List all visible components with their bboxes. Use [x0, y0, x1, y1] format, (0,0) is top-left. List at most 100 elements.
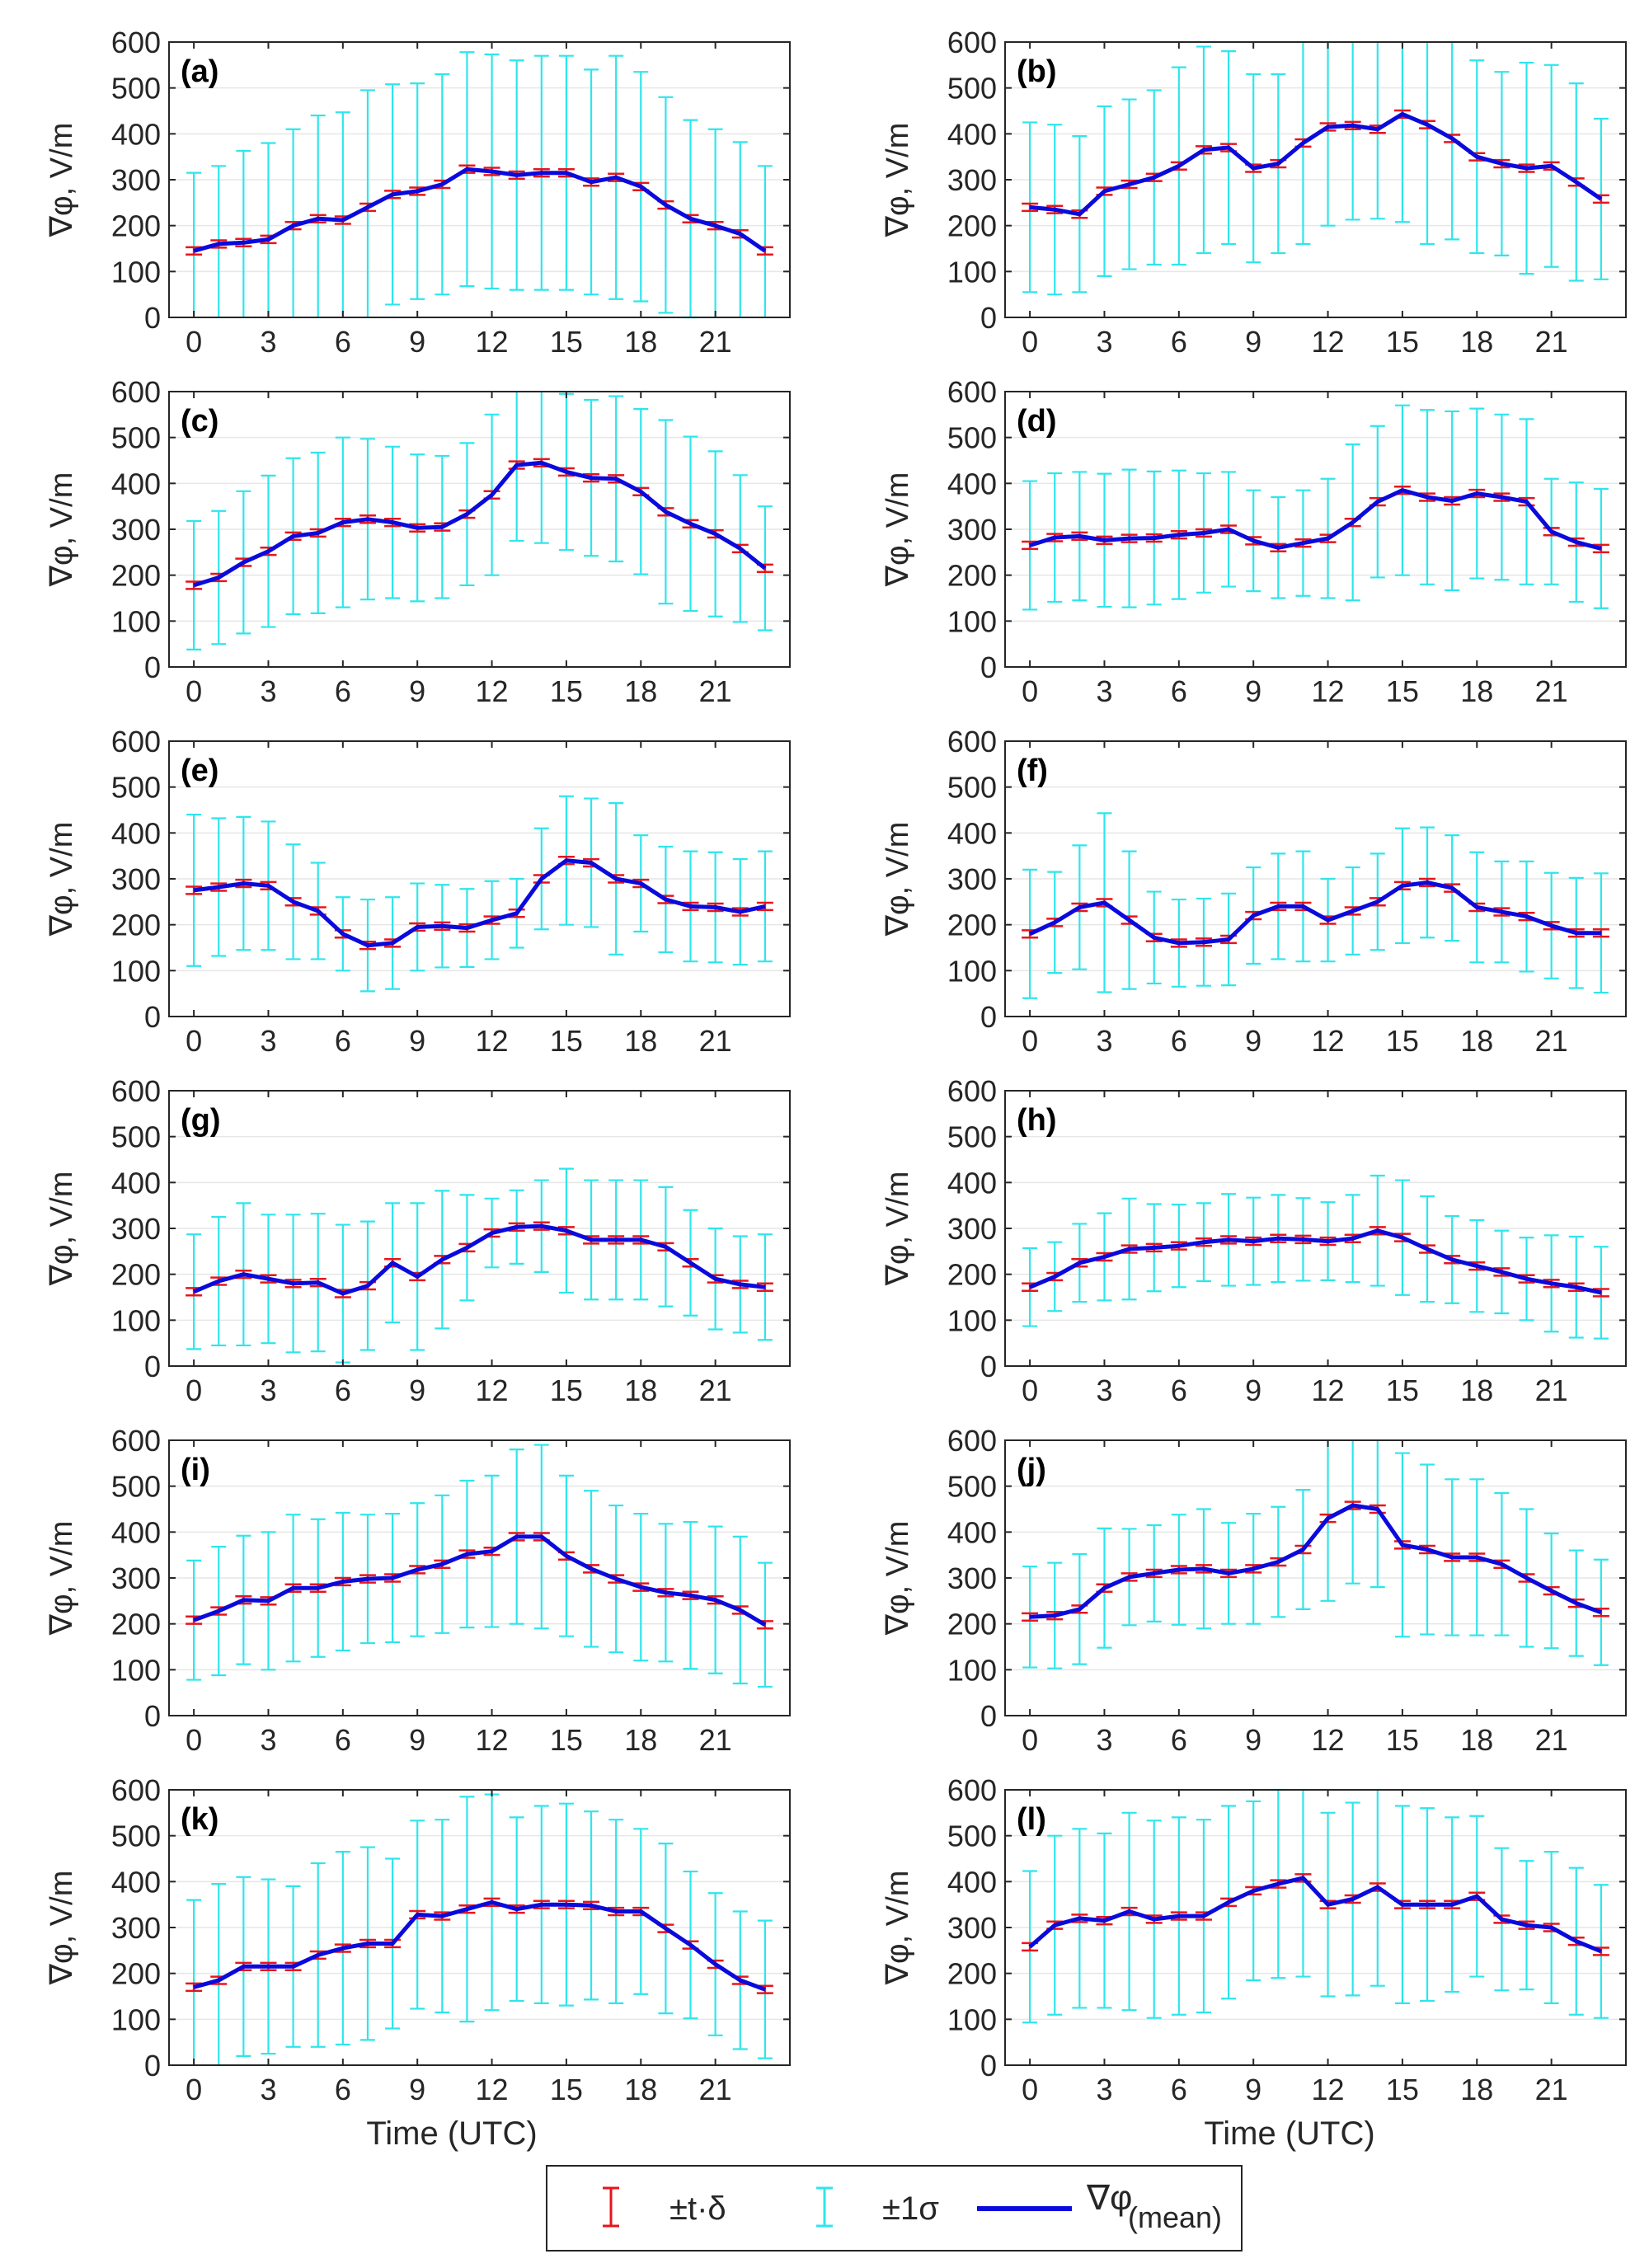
y-tick-label: 200	[111, 1957, 161, 1991]
y-tick-label: 100	[111, 954, 161, 988]
x-tick-label: 12	[476, 1723, 509, 1757]
legend-mean-sub: (mean)	[1128, 2200, 1222, 2234]
x-tick-label: 9	[409, 1723, 425, 1757]
x-tick-label: 6	[1171, 1024, 1187, 1058]
mean-line	[1029, 1503, 1602, 1619]
x-tick-label: 3	[1096, 674, 1112, 708]
sd-errorbar	[1345, 1440, 1360, 1585]
y-axis-label: ∇φ, V/m	[45, 1172, 79, 1287]
x-tick-label: 0	[186, 674, 202, 708]
mean-line	[193, 167, 767, 253]
y-tick-label: 300	[947, 1561, 997, 1595]
mean-line	[1029, 111, 1603, 217]
x-tick-label: 18	[624, 674, 657, 708]
y-tick-label: 100	[111, 1653, 161, 1687]
x-tick-label: 12	[476, 1373, 509, 1407]
x-tick-label: 0	[1022, 674, 1038, 708]
x-tick-label: 18	[1460, 2073, 1493, 2106]
x-tick-label: 3	[260, 1373, 276, 1407]
x-tick-label: 21	[699, 1373, 732, 1407]
x-tick-label: 12	[476, 2073, 509, 2106]
x-tick-label: 15	[1386, 2073, 1419, 2106]
x-tick-label: 18	[624, 2073, 657, 2106]
x-tick-label: 15	[550, 1024, 583, 1058]
y-tick-label: 600	[947, 375, 997, 409]
panel-2: 0 3 6 9 12 15 18 21 0 100 200 300 400 500 600 ∇φ, V/m (c…	[45, 375, 791, 708]
y-tick-label: 200	[111, 1258, 161, 1292]
panel-3: 0 3 6 9 12 15 18 21 0 100 200 300 400 500 600 ∇φ, V/m (d…	[881, 375, 1627, 708]
sd-errorbar	[1295, 1790, 1311, 1978]
y-axis-label: ∇φ, V/m	[881, 1521, 915, 1636]
x-tick-label: 12	[1312, 325, 1345, 359]
x-tick-label: 0	[186, 325, 202, 359]
x-tick-label: 9	[1245, 1373, 1261, 1407]
panel-title: (c)	[181, 404, 218, 439]
y-tick-label: 400	[947, 1166, 997, 1200]
panel-title: (h)	[1017, 1103, 1057, 1138]
x-tick-label: 12	[1312, 2073, 1345, 2106]
y-tick-label: 600	[111, 375, 161, 409]
x-tick-label: 6	[335, 325, 351, 359]
x-tick-label: 21	[1535, 1373, 1568, 1407]
x-tick-label: 15	[1386, 1373, 1419, 1407]
y-tick-label: 300	[947, 513, 997, 547]
x-tick-label: 0	[186, 2073, 202, 2106]
legend-ci-label: ±t·δ	[669, 2191, 726, 2227]
y-tick-label: 200	[947, 1957, 997, 1991]
y-tick-label: 0	[980, 650, 997, 684]
y-tick-label: 500	[111, 771, 161, 805]
y-tick-label: 100	[947, 604, 997, 638]
x-tick-label: 21	[699, 674, 732, 708]
sd-errorbar	[1320, 42, 1336, 227]
y-axis-label: ∇φ, V/m	[45, 822, 79, 937]
x-tick-label: 6	[335, 1723, 351, 1757]
panel-title: (d)	[1017, 404, 1057, 439]
panel-title: (l)	[1017, 1802, 1046, 1837]
y-tick-label: 400	[947, 1515, 997, 1549]
y-tick-label: 0	[144, 1000, 161, 1034]
panel-7: 0 3 6 9 12 15 18 21 0 100 200 300 400 500 600 ∇φ, V/m (h…	[881, 1074, 1627, 1407]
sd-errorbar	[186, 171, 202, 317]
x-tick-label: 18	[624, 1373, 657, 1407]
x-tick-label: 18	[624, 1024, 657, 1058]
y-tick-label: 600	[947, 1773, 997, 1807]
y-tick-label: 500	[947, 1470, 997, 1504]
y-tick-label: 500	[111, 1820, 161, 1853]
x-tick-label: 0	[1022, 1373, 1038, 1407]
y-tick-label: 500	[111, 72, 161, 106]
x-tick-label: 9	[1245, 1723, 1261, 1757]
x-tick-label: 6	[335, 2073, 351, 2106]
y-tick-label: 300	[111, 1911, 161, 1945]
panel-title: (b)	[1017, 54, 1057, 89]
x-tick-label: 9	[1245, 2073, 1261, 2106]
y-axis-label: ∇φ, V/m	[881, 123, 915, 238]
x-tick-label: 21	[1535, 1024, 1568, 1058]
panel-title: (f)	[1017, 754, 1048, 788]
y-tick-label: 0	[980, 2049, 997, 2083]
x-tick-label: 12	[476, 325, 509, 359]
y-tick-label: 200	[111, 909, 161, 942]
x-tick-label: 6	[1171, 1723, 1187, 1757]
x-tick-label: 21	[1535, 325, 1568, 359]
panel-6: 0 3 6 9 12 15 18 21 0 100 200 300 400 500 600 ∇φ, V/m (g…	[45, 1074, 791, 1407]
x-tick-label: 3	[260, 1024, 276, 1058]
legend-sd-marker	[816, 2186, 833, 2228]
y-tick-label: 100	[947, 954, 997, 988]
mean-line	[1029, 880, 1601, 946]
y-tick-label: 200	[111, 1608, 161, 1641]
x-tick-label: 3	[1096, 325, 1112, 359]
x-tick-label: 18	[1460, 674, 1493, 708]
sd-errorbar	[1394, 42, 1410, 223]
x-tick-label: 0	[186, 1723, 202, 1757]
x-tick-label: 6	[1171, 1373, 1187, 1407]
x-tick-label: 21	[1535, 2073, 1568, 2106]
x-tick-label: 21	[1535, 1723, 1568, 1757]
y-tick-label: 100	[111, 255, 161, 289]
mean-line	[193, 858, 766, 948]
panel-5: 0 3 6 9 12 15 18 21 0 100 200 300 400 500 600 ∇φ, V/m (f…	[881, 725, 1627, 1058]
legend-mean-label: ∇φ	[1086, 2178, 1132, 2217]
x-tick-label: 15	[550, 1723, 583, 1757]
x-tick-label: 21	[699, 325, 732, 359]
x-tick-label: 15	[550, 2073, 583, 2106]
x-tick-label: 18	[1460, 1024, 1493, 1058]
